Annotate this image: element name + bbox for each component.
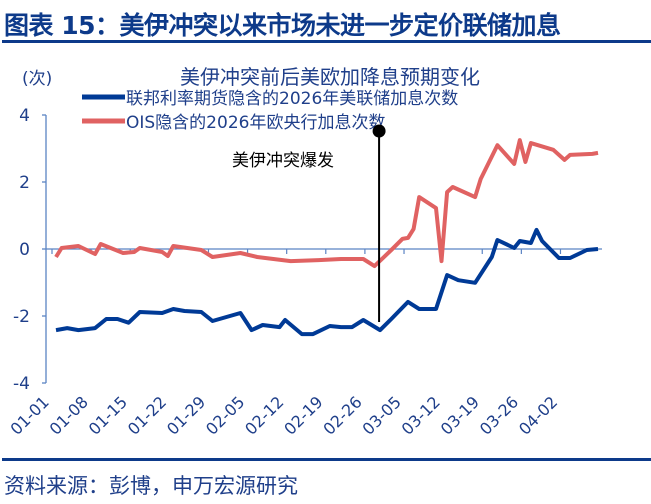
chart-title: 美伊冲突前后美欧加降息预期变化 [180, 65, 480, 89]
x-tick-label: 01-01 [7, 392, 53, 438]
x-tick-label: 04-02 [515, 392, 561, 438]
y-tick-label: 4 [19, 106, 30, 126]
y-tick-label: -4 [13, 374, 30, 394]
x-tick-label: 02-05 [202, 392, 248, 438]
series-line-ecb [54, 138, 599, 269]
x-tick-label: 02-12 [241, 392, 287, 438]
x-tick-label: 01-29 [163, 392, 209, 438]
y-tick-label: -2 [13, 307, 30, 327]
y-tick-label: 2 [19, 173, 30, 193]
x-tick-label: 03-05 [359, 392, 405, 438]
x-tick-label: 01-08 [46, 392, 92, 438]
x-tick-label: 01-15 [85, 392, 131, 438]
x-tick-label: 03-26 [476, 392, 522, 438]
y-axis-label: (次) [22, 69, 52, 89]
x-tick-label: 01-22 [124, 392, 170, 438]
footer-divider [2, 458, 651, 461]
annotation-marker [372, 124, 386, 138]
legend-label-fed: 联邦利率期货隐含的2026年美联储加息次数 [126, 89, 458, 109]
annotation-label: 美伊冲突爆发 [232, 151, 334, 171]
legend-label-ecb: OIS隐含的2026年欧央行加息次数 [126, 113, 385, 133]
y-tick-label: 0 [19, 240, 30, 260]
header-divider [2, 40, 651, 43]
chart: (次) 美伊冲突前后美欧加降息预期变化 联邦利率期货隐含的2026年美联储加息次… [7, 65, 602, 439]
x-tick-label: 02-26 [319, 392, 365, 438]
series-line-fed [55, 227, 599, 337]
x-tick-label: 03-12 [398, 392, 444, 438]
x-tick-label: 03-19 [437, 392, 483, 438]
source-note: 资料来源：彭博，申万宏源研究 [4, 474, 298, 498]
x-tick-label: 02-19 [280, 392, 326, 438]
figure-title: 图表 15：美伊冲突以来市场未进一步定价联储加息 [4, 11, 561, 40]
